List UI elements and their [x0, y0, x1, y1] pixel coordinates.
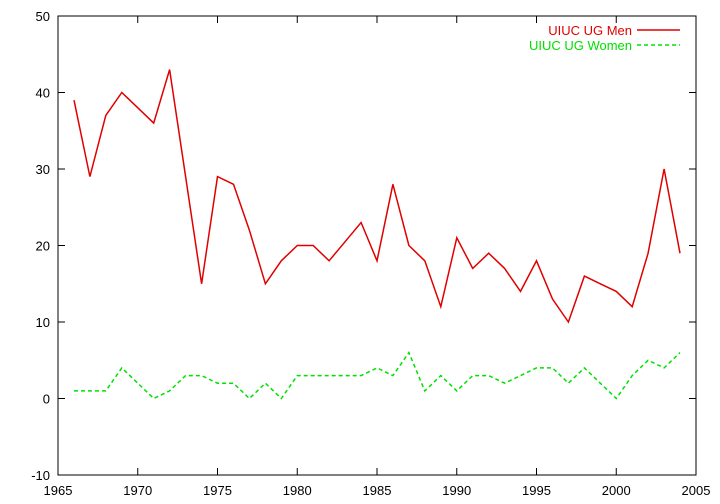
x-tick-label: 2000 [602, 483, 631, 498]
x-tick-label: 1970 [123, 483, 152, 498]
x-tick-label: 1990 [442, 483, 471, 498]
y-tick-label: -10 [31, 468, 50, 483]
x-tick-label: 2005 [682, 483, 711, 498]
x-tick-label: 1975 [203, 483, 232, 498]
x-tick-label: 1985 [363, 483, 392, 498]
series-line-men [73, 69, 681, 324]
legend-label: UIUC UG Men [548, 23, 632, 38]
x-tick-label: 1980 [283, 483, 312, 498]
series-lines [73, 69, 681, 400]
x-tick-label: 1965 [44, 483, 73, 498]
y-tick-label: 10 [36, 315, 50, 330]
y-tick-label: 30 [36, 162, 50, 177]
legend-label: UIUC UG Women [529, 38, 632, 53]
y-tick-label: 40 [36, 86, 50, 101]
plot-frame [57, 15, 697, 476]
series-line-women [74, 351, 681, 400]
x-tick-label: 1995 [522, 483, 551, 498]
axis-ticks: 1965 1970 1975 1980 1985 1990 1995 2000 2005 -10 0… [31, 9, 710, 498]
y-tick-label: 20 [36, 239, 50, 254]
y-tick-label: 0 [43, 392, 50, 407]
y-tick-label: 50 [36, 9, 50, 24]
